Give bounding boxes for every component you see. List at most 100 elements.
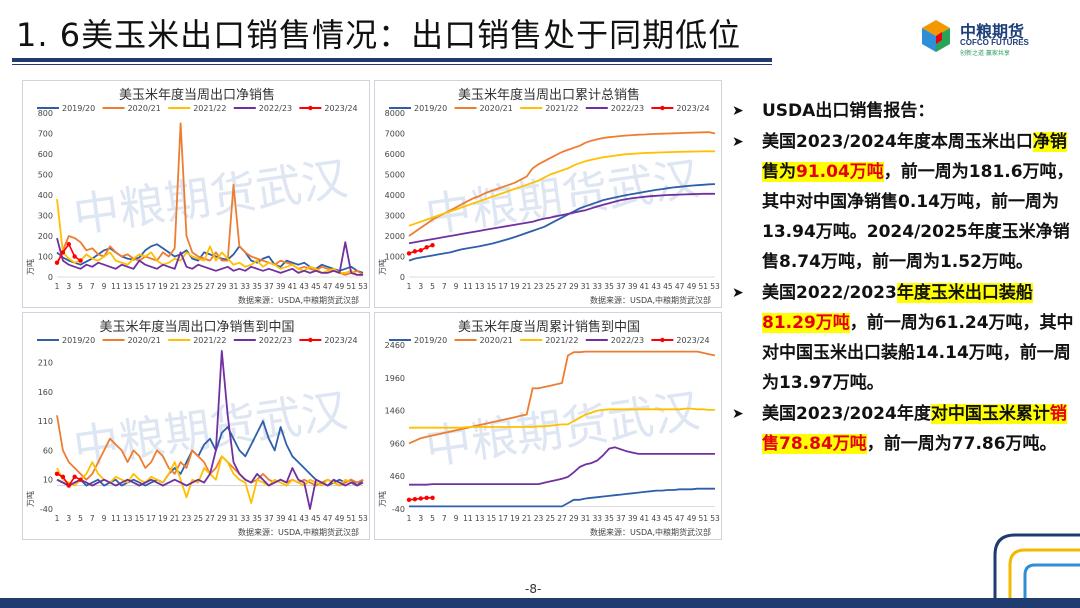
x-tick-label: 7 bbox=[90, 514, 95, 523]
x-tick-label: 11 bbox=[111, 282, 121, 291]
x-tick-label: 1 bbox=[407, 514, 412, 523]
bullet-text: ，前一周为181.6万吨，其中对中国净销售0.14万吨，前一周为13.94万吨。… bbox=[762, 162, 1074, 272]
x-tick-label: 11 bbox=[463, 514, 473, 523]
x-tick-label: 33 bbox=[241, 514, 251, 523]
chart-cumulative-sales-china: 中粮期货武汉 美玉米年度当周累计销售到中国 2019/20 2020/21 2021/2… bbox=[374, 312, 722, 540]
x-tick-label: 17 bbox=[498, 514, 508, 523]
legend-label: 2020/21 bbox=[480, 104, 513, 113]
x-tick-label: 9 bbox=[102, 514, 107, 523]
series-point bbox=[78, 477, 83, 482]
x-tick-label: 39 bbox=[276, 282, 286, 291]
x-tick-label: 11 bbox=[111, 514, 121, 523]
series-line-2020-21 bbox=[408, 131, 716, 237]
bullet-text: 78.84万吨 bbox=[779, 434, 867, 454]
y-tick-label: 960 bbox=[390, 439, 405, 448]
series-line-2021-22 bbox=[56, 199, 363, 276]
y-tick-label: -40 bbox=[392, 505, 405, 514]
chart-source: 数据来源：USDA,中粮期货武汉部 bbox=[238, 295, 359, 305]
chart-source: 数据来源：USDA,中粮期货武汉部 bbox=[590, 295, 711, 305]
page-title: 1. 6美玉米出口销售情况：出口销售处于同期低位 bbox=[16, 16, 742, 54]
y-tick-label: 160 bbox=[38, 388, 53, 397]
x-tick-label: 39 bbox=[276, 514, 286, 523]
bullet-text: 年度玉米出口装船 bbox=[896, 283, 1033, 303]
series-point bbox=[54, 260, 60, 265]
title-underline bbox=[12, 58, 772, 62]
y-tick-label: 5000 bbox=[385, 171, 405, 180]
x-tick-label: 19 bbox=[510, 514, 520, 523]
x-tick-label: 21 bbox=[522, 514, 532, 523]
x-tick-label: 7 bbox=[90, 282, 95, 291]
x-tick-label: 27 bbox=[205, 282, 215, 291]
x-tick-label: 37 bbox=[264, 514, 274, 523]
x-tick-label: 15 bbox=[135, 282, 145, 291]
watermark-text: 中粮期货武汉 bbox=[422, 151, 703, 243]
legend-label: 2021/22 bbox=[545, 104, 578, 113]
x-tick-label: 41 bbox=[288, 282, 298, 291]
x-tick-label: 13 bbox=[123, 282, 133, 291]
series-point bbox=[66, 483, 71, 488]
series-line-2021-22 bbox=[408, 150, 715, 227]
x-tick-label: 45 bbox=[663, 514, 673, 523]
legend-label: 2020/21 bbox=[480, 336, 513, 345]
x-tick-label: 53 bbox=[710, 282, 720, 291]
x-tick-label: 29 bbox=[217, 514, 227, 523]
x-tick-label: 41 bbox=[640, 514, 650, 523]
bullet-item: ➤ USDA出口销售报告： bbox=[730, 96, 1075, 126]
x-tick-label: 47 bbox=[323, 514, 333, 523]
x-tick-label: 37 bbox=[616, 514, 626, 523]
cofco-logo-icon bbox=[922, 20, 950, 52]
x-tick-label: 13 bbox=[475, 282, 485, 291]
series-line-2021-22 bbox=[409, 407, 715, 429]
legend-label: 2020/21 bbox=[128, 104, 161, 113]
bullet-text: 美国2023/2024年度本周玉米出口 bbox=[762, 132, 1033, 152]
series-point bbox=[418, 248, 423, 253]
series-line-2019-20 bbox=[56, 420, 364, 487]
x-tick-label: 35 bbox=[604, 514, 614, 523]
y-tick-label: 210 bbox=[38, 359, 53, 368]
x-tick-label: 27 bbox=[557, 514, 567, 523]
chart-net-sales: 中粮期货武汉 美玉米年度当周出口净销售 2019/20 2020/21 2021/22 2… bbox=[22, 80, 370, 308]
bullet-arrow-icon: ➤ bbox=[732, 134, 744, 150]
x-tick-label: 45 bbox=[663, 282, 673, 291]
y-tick-label: 7000 bbox=[385, 130, 405, 139]
x-tick-label: 23 bbox=[182, 282, 192, 291]
x-tick-label: 47 bbox=[675, 282, 685, 291]
x-tick-label: 51 bbox=[346, 282, 356, 291]
bullet-arrow-icon: ➤ bbox=[732, 406, 744, 422]
x-tick-label: 49 bbox=[335, 282, 345, 291]
y-tick-label: 600 bbox=[38, 150, 53, 159]
x-tick-label: 43 bbox=[651, 514, 661, 523]
x-tick-label: 35 bbox=[604, 282, 614, 291]
bullet-text: 81.29万吨 bbox=[762, 313, 850, 333]
x-tick-label: 21 bbox=[170, 282, 180, 291]
chart-cumulative-sales: 中粮期货武汉 美玉米年度当周出口累计总销售 2019/20 2020/21 2021/2… bbox=[374, 80, 722, 308]
logo-text-cn: 中粮期货 bbox=[960, 22, 1025, 41]
legend-label: 2021/22 bbox=[545, 336, 578, 345]
x-tick-label: 11 bbox=[463, 282, 473, 291]
series-point bbox=[412, 249, 418, 254]
y-tick-label: 8000 bbox=[385, 109, 405, 118]
corner-decoration bbox=[993, 533, 1080, 598]
x-tick-label: 19 bbox=[158, 282, 168, 291]
y-tick-label: 1960 bbox=[385, 374, 405, 383]
legend-label: 2019/20 bbox=[62, 104, 95, 113]
bullet-text: ，前一周为77.86万吨。 bbox=[866, 434, 1057, 454]
y-tick-label: -40 bbox=[40, 505, 53, 514]
y-tick-label: 800 bbox=[38, 109, 53, 118]
legend-label: 2023/24 bbox=[676, 104, 709, 113]
bullet-arrow-icon: ➤ bbox=[732, 103, 744, 119]
x-tick-label: 5 bbox=[430, 282, 435, 291]
cofco-logo: 中粮期货 COFCO FUTURES 创新之道 赢家共享 bbox=[918, 16, 1078, 62]
y-tick-label: 0 bbox=[400, 273, 405, 282]
x-tick-label: 35 bbox=[252, 282, 262, 291]
x-tick-label: 17 bbox=[146, 282, 156, 291]
bullet-text: 美国2023/2024年度 bbox=[762, 404, 931, 424]
x-tick-label: 25 bbox=[545, 514, 555, 523]
bullet-item: ➤ 美国2023/2024年度对中国玉米累计销售78.84万吨，前一周为77.86… bbox=[730, 399, 1075, 459]
legend-label: 2019/20 bbox=[62, 336, 95, 345]
legend-label: 2021/22 bbox=[193, 336, 226, 345]
x-tick-label: 9 bbox=[454, 514, 459, 523]
legend-marker bbox=[308, 337, 313, 343]
x-tick-label: 21 bbox=[522, 282, 532, 291]
x-tick-label: 3 bbox=[66, 282, 71, 291]
